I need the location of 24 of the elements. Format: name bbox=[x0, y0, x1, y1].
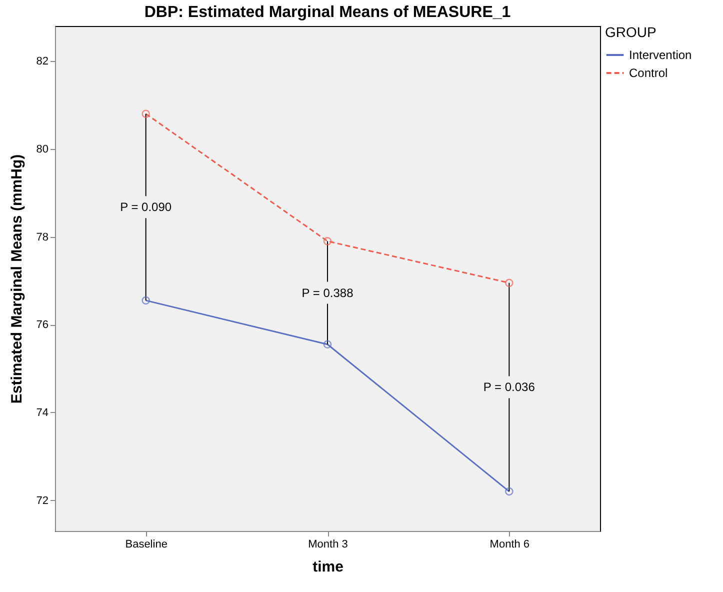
y-tick-label: 82 bbox=[36, 56, 48, 68]
point bbox=[142, 296, 150, 305]
legend-label: Control bbox=[629, 66, 668, 80]
annotation: P = 0.036 bbox=[483, 380, 536, 394]
annotation: P = 0.090 bbox=[120, 200, 172, 214]
annotation: P = 0.388 bbox=[302, 286, 354, 300]
x-tick-label: Month 6 bbox=[490, 538, 530, 550]
chart-title: DBP: Estimated Marginal Means of MEASURE_1 bbox=[144, 4, 511, 21]
point bbox=[505, 278, 514, 288]
legend-title: GROUP bbox=[605, 24, 656, 40]
point bbox=[323, 340, 332, 348]
y-axis-title: Estimated Marginal Means (mmHg) bbox=[8, 154, 26, 404]
legend-label: Intervention bbox=[629, 48, 692, 62]
point bbox=[505, 487, 514, 496]
point bbox=[142, 110, 150, 118]
x-tick-label: Month 3 bbox=[308, 538, 348, 550]
y-tick-label: 72 bbox=[36, 494, 48, 507]
x-tick-label: Baseline bbox=[125, 538, 168, 550]
y-tick-label: 74 bbox=[36, 406, 48, 419]
y-tick-label: 76 bbox=[36, 319, 48, 332]
y-tick-label: 78 bbox=[36, 231, 48, 244]
y-tick-label: 80 bbox=[36, 143, 48, 156]
point bbox=[323, 237, 332, 246]
x-axis-title: time bbox=[312, 558, 344, 576]
